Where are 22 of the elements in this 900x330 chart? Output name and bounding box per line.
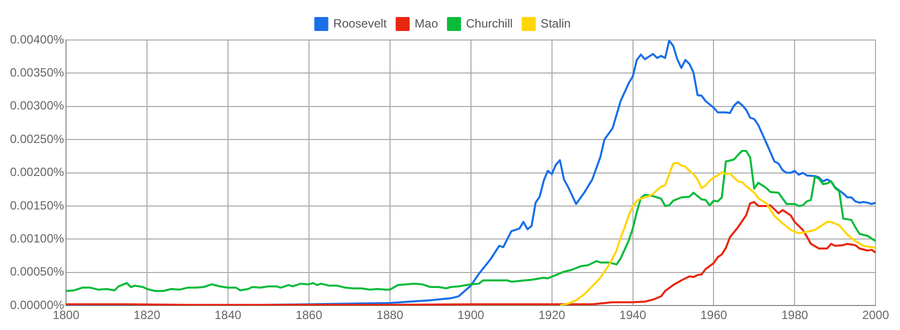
- y-tick-label: 0.00100%: [10, 232, 64, 246]
- x-tick-label: 1960: [700, 308, 728, 322]
- y-tick-label: 0.00200%: [10, 165, 64, 180]
- y-tick-label: 0.00050%: [10, 264, 64, 279]
- y-tick-label: 0.00250%: [10, 132, 64, 146]
- y-tick-label: 0.00400%: [10, 32, 64, 46]
- y-tick-label: 0.00150%: [10, 198, 64, 212]
- legend-label: Roosevelt: [333, 16, 388, 30]
- x-tick-label: 2000: [862, 308, 890, 322]
- x-tick-label: 1900: [458, 308, 485, 322]
- x-tick-label: 1860: [296, 308, 323, 322]
- x-tick-label: 1880: [376, 308, 404, 322]
- x-tick-label: 1920: [538, 308, 566, 322]
- y-tick-label: 0.00350%: [10, 66, 64, 80]
- legend-label: Mao: [414, 16, 438, 30]
- y-tick-label: 0.00300%: [10, 98, 64, 113]
- legend-label: Churchill: [466, 16, 513, 30]
- x-tick-label: 1940: [619, 308, 646, 322]
- x-tick-label: 1840: [214, 308, 242, 322]
- legend-label: Stalin: [540, 16, 571, 30]
- x-tick-label: 1820: [134, 308, 161, 322]
- x-tick-label: 1980: [781, 308, 808, 322]
